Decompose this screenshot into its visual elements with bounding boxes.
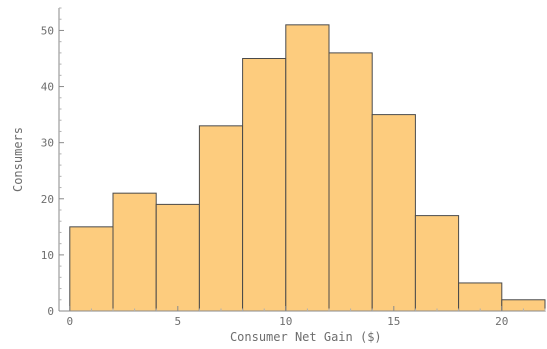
x-tick-label: 0 bbox=[66, 315, 73, 328]
histogram-bar bbox=[328, 52, 373, 312]
histogram-bar bbox=[198, 125, 244, 312]
y-tick-label: 0 bbox=[47, 305, 54, 318]
y-tick-label: 40 bbox=[41, 81, 54, 94]
histogram-bar bbox=[69, 226, 114, 312]
x-axis-label: Consumer Net Gain ($) bbox=[230, 330, 382, 344]
x-tick-label: 20 bbox=[495, 315, 508, 328]
x-tick-label: 10 bbox=[279, 315, 292, 328]
y-tick-label: 10 bbox=[41, 249, 54, 262]
histogram-bar bbox=[112, 192, 157, 312]
x-tick-label: 15 bbox=[387, 315, 400, 328]
histogram-bar bbox=[371, 114, 416, 312]
y-tick-label: 50 bbox=[41, 24, 54, 37]
y-tick-label: 20 bbox=[41, 193, 54, 206]
x-tick-label: 5 bbox=[174, 315, 181, 328]
y-axis-label: Consumers bbox=[11, 127, 25, 192]
axes-group bbox=[58, 8, 545, 312]
y-tick-label: 30 bbox=[41, 137, 54, 150]
histogram-bar bbox=[155, 203, 200, 312]
ticks-group: 0 5 10 15 20 0 10 20 30 40 50 bbox=[41, 7, 546, 328]
histogram-bar bbox=[414, 215, 460, 312]
bars-group bbox=[69, 24, 546, 312]
histogram-bar bbox=[285, 24, 330, 312]
histogram-bar bbox=[242, 58, 287, 312]
histogram-bar bbox=[458, 282, 503, 312]
